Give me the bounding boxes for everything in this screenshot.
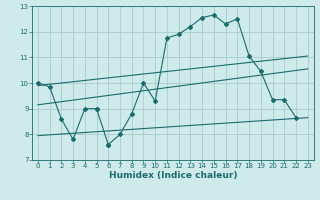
X-axis label: Humidex (Indice chaleur): Humidex (Indice chaleur) bbox=[108, 171, 237, 180]
